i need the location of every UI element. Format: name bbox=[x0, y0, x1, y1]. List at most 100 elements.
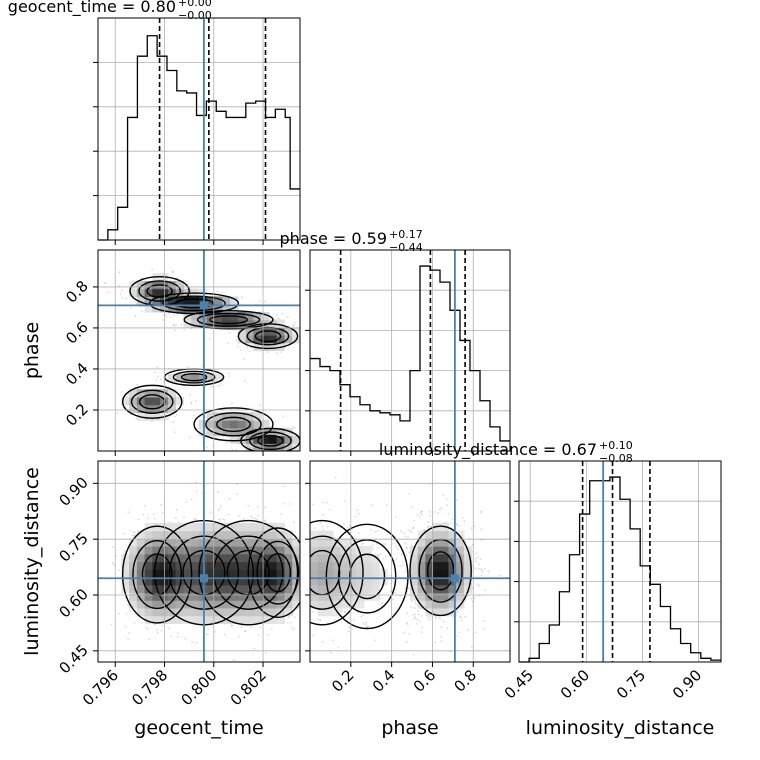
density-cell bbox=[253, 615, 262, 624]
sample-point bbox=[479, 511, 482, 514]
density-cell bbox=[417, 553, 426, 563]
sample-point bbox=[307, 527, 309, 529]
density-cell bbox=[379, 569, 388, 578]
sample-point bbox=[253, 647, 256, 650]
sample-point bbox=[413, 519, 416, 522]
density-cell bbox=[214, 522, 223, 532]
density-cell bbox=[348, 546, 357, 555]
density-cell bbox=[222, 420, 231, 429]
hist-panel-luminosity_distance: luminosity_distance = 0.67 +0.10−0.08 bbox=[379, 439, 722, 663]
density-cell bbox=[261, 443, 270, 451]
sample-point bbox=[256, 456, 258, 458]
density-cell bbox=[121, 569, 130, 578]
density-cell bbox=[253, 311, 262, 321]
density-cell bbox=[152, 561, 161, 570]
density-cell bbox=[340, 538, 350, 547]
density-cell bbox=[276, 553, 286, 563]
sample-point bbox=[470, 527, 473, 530]
density-cell bbox=[410, 569, 419, 578]
sample-point bbox=[450, 522, 453, 525]
y-axis-label-phase: phase bbox=[21, 322, 43, 379]
sample-point bbox=[382, 543, 385, 546]
sample-point bbox=[217, 384, 220, 387]
density-cell bbox=[317, 607, 326, 617]
sample-point bbox=[319, 618, 321, 621]
sample-point bbox=[287, 456, 289, 458]
sample-point bbox=[134, 315, 137, 317]
sample-point bbox=[481, 570, 484, 573]
density-cell bbox=[191, 311, 200, 321]
density-cell bbox=[191, 607, 200, 617]
sample-point bbox=[195, 490, 198, 493]
sample-point bbox=[133, 531, 136, 534]
sample-point bbox=[303, 559, 305, 561]
sample-point bbox=[303, 573, 305, 575]
sample-point bbox=[129, 306, 132, 309]
density-cell bbox=[191, 553, 200, 563]
y-tick-label-phase: 0.6 bbox=[62, 318, 92, 348]
sample-point bbox=[408, 551, 410, 554]
density-cell bbox=[222, 304, 231, 313]
sample-point bbox=[128, 610, 131, 612]
sample-point bbox=[487, 570, 490, 573]
sample-point bbox=[151, 268, 154, 271]
density-cell bbox=[144, 569, 153, 578]
density-cell bbox=[222, 584, 231, 594]
density-cell bbox=[175, 530, 185, 539]
density-cell bbox=[261, 420, 270, 429]
density-cell bbox=[129, 404, 138, 413]
sample-point bbox=[394, 591, 396, 594]
density-cell bbox=[191, 592, 200, 601]
density-cell bbox=[237, 412, 247, 421]
y-tick-label-luminosity_distance: 0.60 bbox=[55, 585, 91, 621]
sample-point bbox=[469, 537, 471, 540]
density-cell bbox=[144, 296, 153, 305]
sample-point bbox=[347, 630, 350, 633]
density-cell bbox=[175, 584, 185, 594]
sample-point bbox=[334, 476, 337, 479]
x-axis-label-geocent_time: geocent_time bbox=[134, 717, 263, 739]
sample-point bbox=[473, 525, 476, 528]
density-cell bbox=[152, 538, 161, 547]
density-cell bbox=[144, 546, 153, 555]
sample-point bbox=[359, 663, 361, 665]
sample-point bbox=[400, 553, 403, 556]
density-cell bbox=[363, 584, 373, 594]
sample-point bbox=[417, 613, 420, 616]
sample-point bbox=[156, 631, 159, 634]
density-cell bbox=[206, 412, 216, 421]
contour-ring bbox=[121, 384, 183, 419]
density-cell bbox=[440, 569, 450, 578]
density-cell bbox=[237, 546, 247, 555]
sample-point bbox=[136, 383, 139, 386]
sample-point bbox=[442, 494, 445, 497]
density-cell bbox=[276, 569, 286, 578]
density-cell bbox=[167, 373, 177, 383]
density-cell bbox=[191, 584, 200, 594]
density-cell bbox=[310, 576, 319, 586]
sample-point bbox=[173, 431, 176, 434]
sample-point bbox=[343, 611, 346, 614]
x-tick-label-phase: 0.4 bbox=[369, 666, 399, 696]
sample-point bbox=[128, 529, 131, 532]
density-cell bbox=[261, 522, 270, 532]
sample-point bbox=[219, 504, 222, 507]
sample-point bbox=[116, 411, 119, 414]
sample-point bbox=[420, 513, 423, 516]
density-cell bbox=[284, 569, 293, 578]
density-cell bbox=[448, 584, 457, 594]
x-axis-label-luminosity_distance: luminosity_distance bbox=[526, 717, 715, 739]
sample-point bbox=[470, 646, 473, 649]
density-cell bbox=[230, 538, 239, 547]
density-cell bbox=[129, 389, 138, 398]
sample-point bbox=[333, 619, 336, 622]
sample-point bbox=[161, 319, 164, 321]
density-cell bbox=[261, 615, 270, 624]
density-cell bbox=[222, 412, 231, 421]
sample-point bbox=[305, 336, 307, 338]
density-cell bbox=[292, 546, 300, 555]
sample-point bbox=[165, 313, 167, 316]
sample-point bbox=[346, 526, 349, 529]
sample-point bbox=[403, 631, 406, 634]
